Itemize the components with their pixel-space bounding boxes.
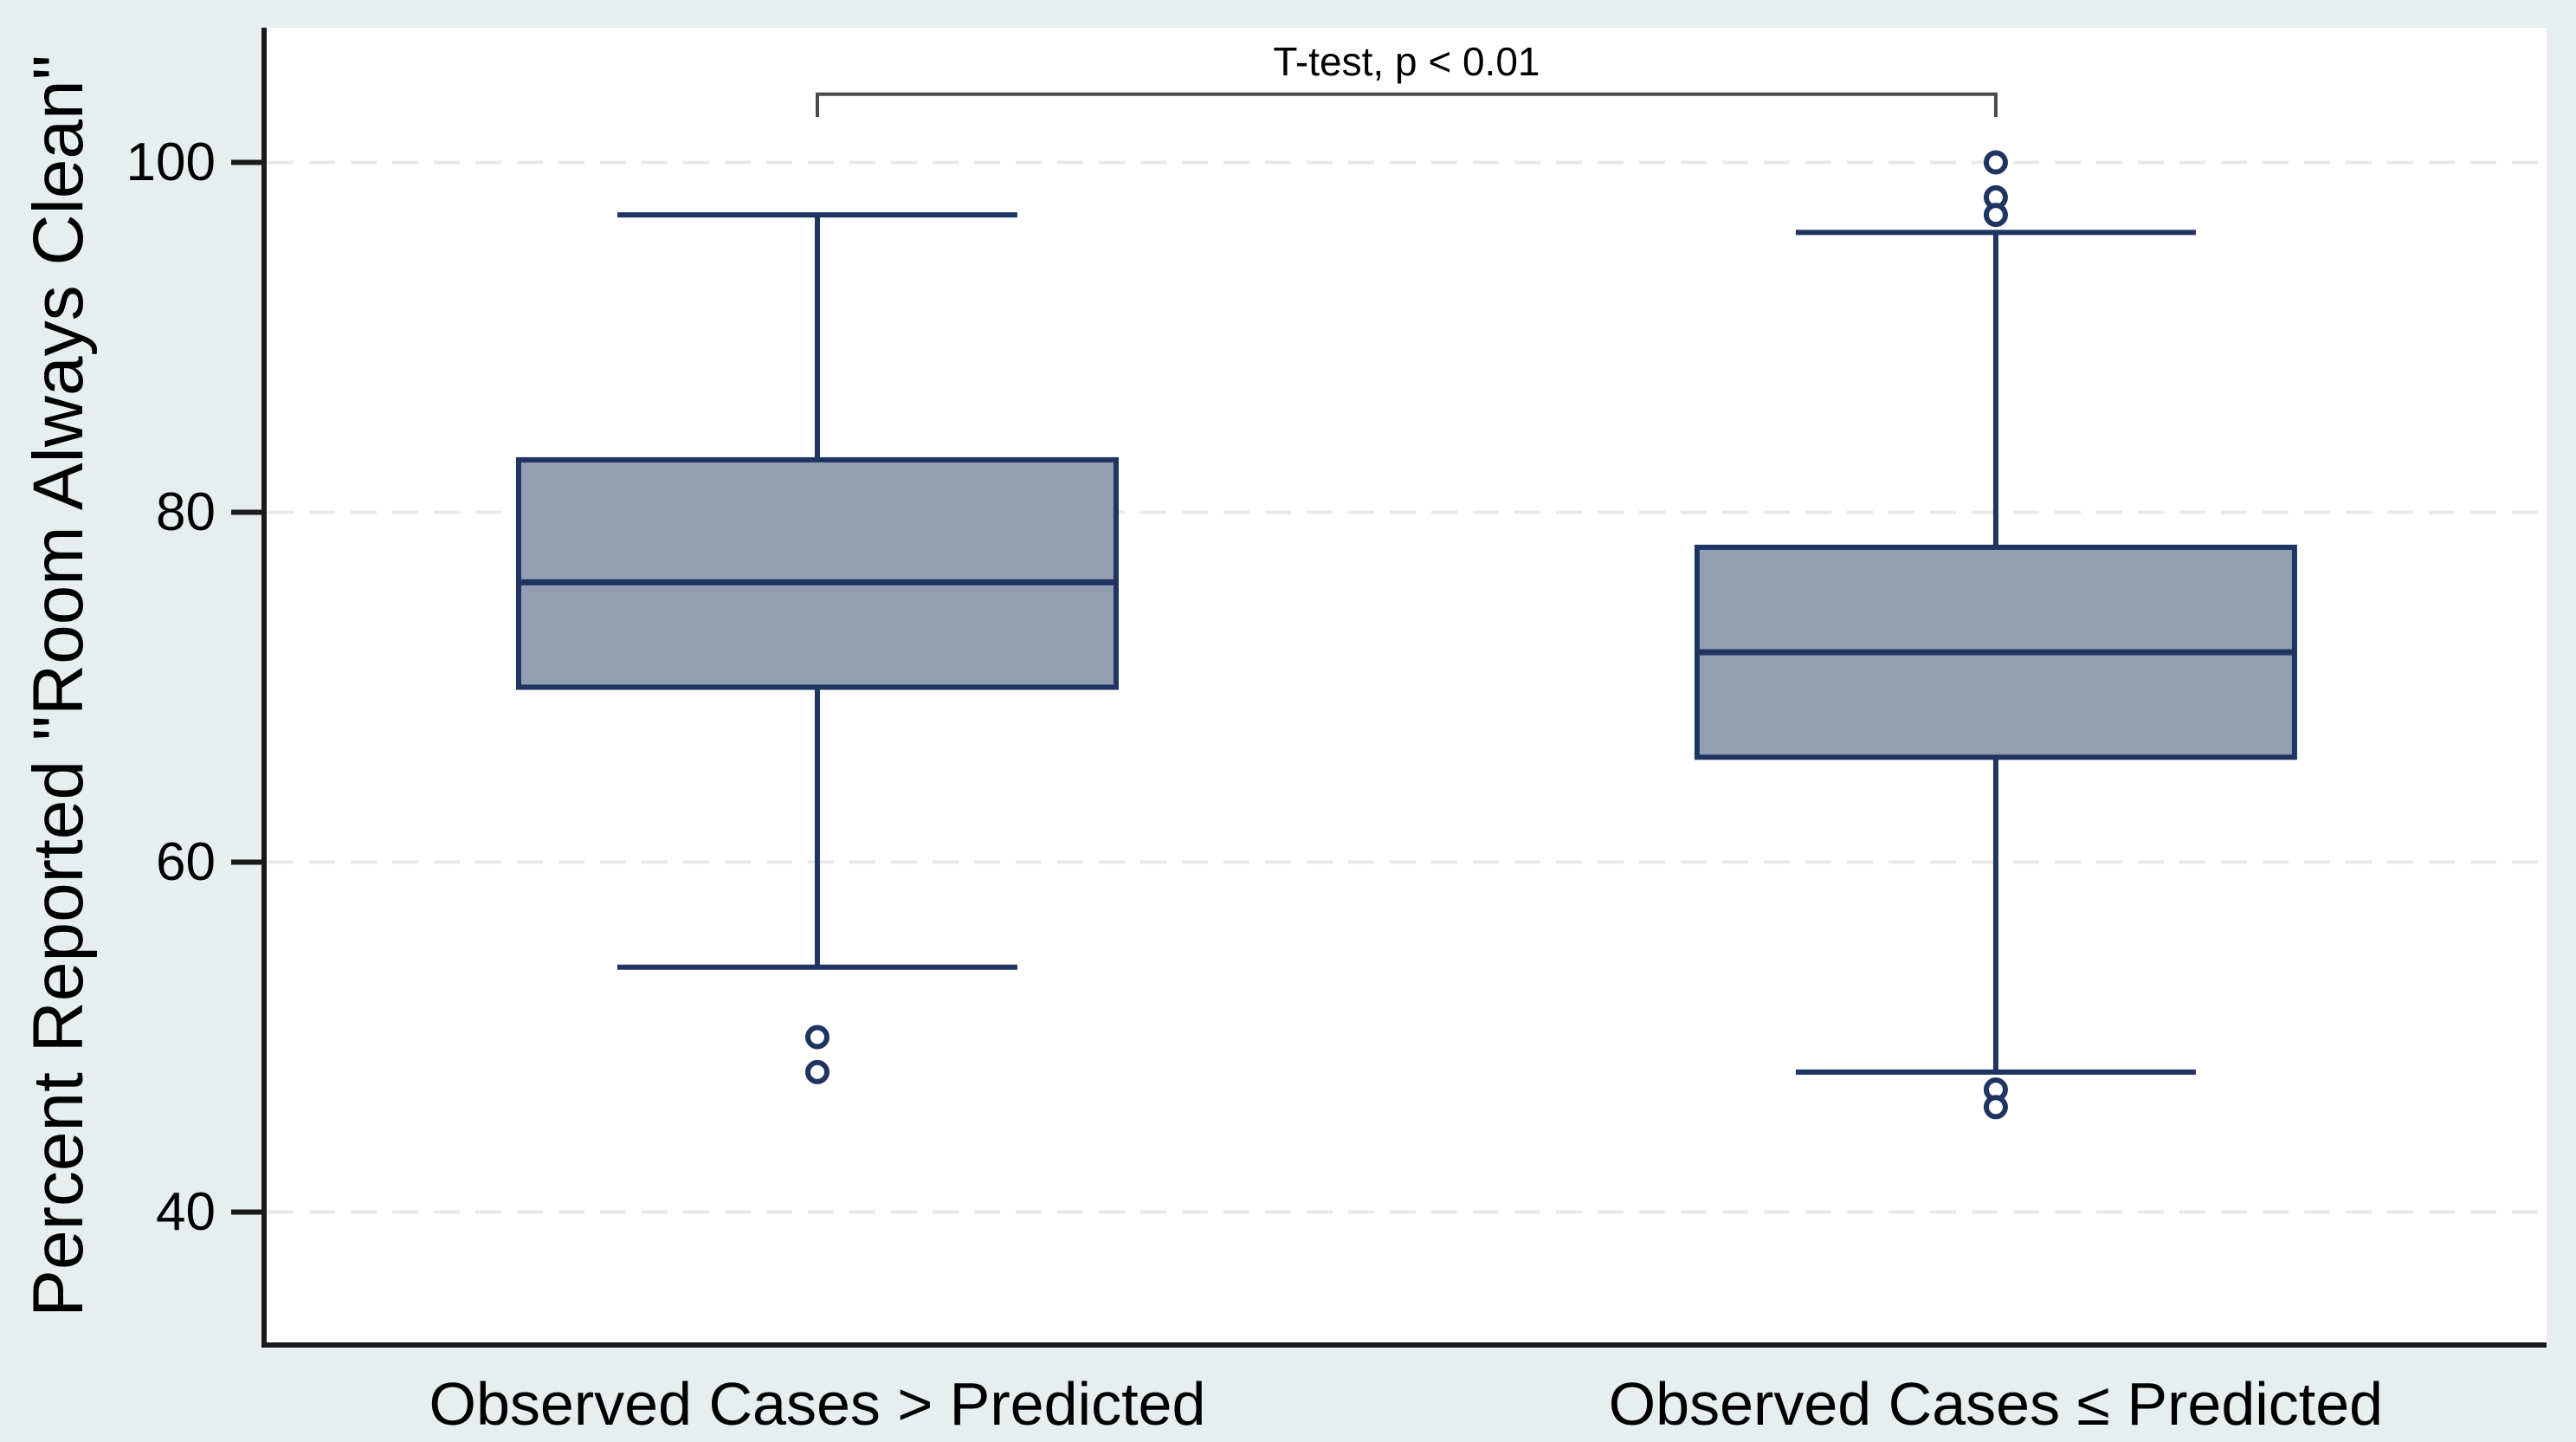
- outlier-point: [1983, 203, 2008, 228]
- outlier-point: [804, 1025, 830, 1050]
- y-axis-title: Percent Reported "Room Always Clean": [19, 55, 98, 1316]
- significance-bracket: [815, 92, 1998, 118]
- annotation-text: T-test, p < 0.01: [1273, 39, 1540, 84]
- outlier-point: [804, 1059, 830, 1084]
- outlier-point: [1983, 1095, 2008, 1120]
- y-tick-labels: 100 80 60 40: [126, 133, 216, 1242]
- y-tick-label: 80: [156, 482, 216, 542]
- x-axis-label: Observed Cases > Predicted: [429, 1370, 1206, 1438]
- x-axis-labels: Observed Cases > Predicted Observed Cases…: [429, 1370, 2384, 1438]
- boxplot-group: [515, 212, 1119, 1084]
- y-tick-label: 100: [126, 133, 216, 192]
- boxplot-group: [1694, 150, 2297, 1120]
- axes: [261, 28, 2547, 1348]
- x-axis-label: Observed Cases ≤ Predicted: [1609, 1370, 2383, 1438]
- bracket-path: [815, 92, 1998, 118]
- y-ticks: [231, 159, 264, 1215]
- y-tick-label: 40: [156, 1182, 216, 1242]
- boxplots: [515, 150, 2297, 1120]
- y-tick-label: 60: [156, 832, 216, 892]
- outlier-point: [1983, 150, 2008, 175]
- iqr-box: [515, 456, 1119, 690]
